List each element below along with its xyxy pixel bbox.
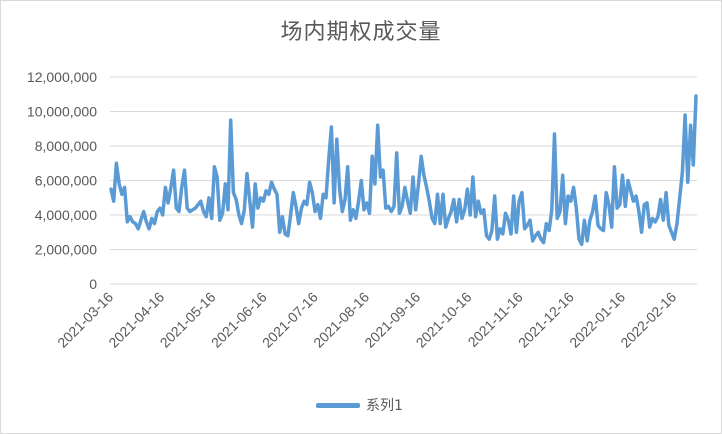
y-tick-label: 2,000,000 [35,242,97,258]
x-tick-label: 2021-10-16 [413,289,475,351]
y-axis-ticks: 0 2,000,000 4,000,000 6,000,000 8,000,000 10,… [27,69,97,292]
y-tick-label: 6,000,000 [35,173,97,189]
y-tick-label: 8,000,000 [35,138,97,154]
legend-swatch [316,402,360,408]
series-line [109,94,698,247]
y-tick-label: 10,000,000 [27,104,97,120]
x-tick-label: 2022-02-16 [617,289,679,351]
x-axis-ticks: 2021-03-162021-04-162021-05-162021-06-16… [54,289,679,351]
chart-title: 场内期权成交量 [280,20,442,45]
y-tick-label: 12,000,000 [27,69,97,85]
y-tick-label: 4,000,000 [35,207,97,223]
gridlines [110,76,697,285]
legend: 系列1 [316,395,403,415]
legend-label: 系列1 [366,398,403,414]
y-tick-label: 0 [89,276,97,292]
